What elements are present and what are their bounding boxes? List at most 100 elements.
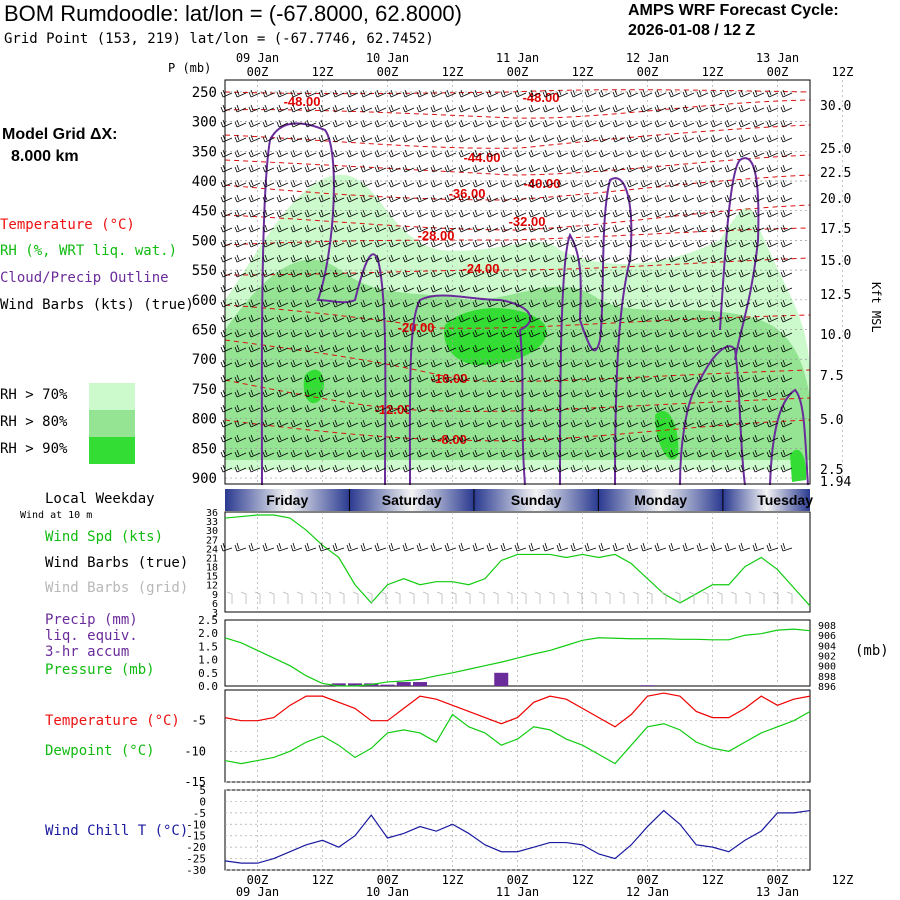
wind-barb <box>248 404 261 413</box>
wind-barb <box>374 464 387 473</box>
wind-barb <box>612 344 625 353</box>
wind-barb <box>668 389 681 398</box>
wind-barb <box>752 374 765 383</box>
wind-barb <box>710 224 723 233</box>
wind-barb <box>234 389 247 398</box>
wind-barb <box>234 374 247 383</box>
pressure-tick: 904 <box>818 641 836 652</box>
wind-barb <box>458 134 471 143</box>
temperature-contour-label: -48.00 <box>284 94 321 109</box>
wind-barb <box>374 134 387 143</box>
wind-barb <box>304 419 317 428</box>
wind-barb <box>346 149 359 158</box>
wind-barb <box>388 329 401 338</box>
wind-barb <box>570 419 583 428</box>
kft-tick-label: 17.5 <box>820 222 851 237</box>
wind-barb <box>654 119 667 128</box>
wind-barb <box>738 134 751 143</box>
wind-barb <box>738 449 751 458</box>
wind-barb <box>710 239 723 248</box>
wind-barb <box>710 314 723 323</box>
wind-barb <box>724 464 737 473</box>
wind-barb <box>780 269 793 278</box>
wind-barb <box>766 299 779 308</box>
wind-barb <box>556 149 569 158</box>
wind-barb <box>612 89 625 98</box>
wind-barb <box>458 464 471 473</box>
wind-barb <box>486 194 499 203</box>
wind-barb <box>402 464 415 473</box>
wind-barb <box>654 134 667 143</box>
wind-barb <box>360 209 373 218</box>
bottom-date-label: 09 Jan <box>236 885 279 899</box>
wind-barb <box>430 374 443 383</box>
wind-barb <box>276 404 289 413</box>
wind-barb <box>430 179 443 188</box>
wind-barb <box>710 419 723 428</box>
wind-barb <box>724 179 737 188</box>
kft-tick-label: 30.0 <box>820 99 851 114</box>
pressure-tick-label: 350 <box>192 144 217 160</box>
pressure-tick-label: 600 <box>192 293 217 309</box>
pressure-tick-label: 900 <box>192 471 217 487</box>
wind-barb <box>542 314 555 323</box>
wind-barb <box>388 449 401 458</box>
pressure-tick-label: 300 <box>192 115 217 131</box>
wind-barb <box>696 179 709 188</box>
wind-barb <box>696 404 709 413</box>
wind-barb <box>374 314 387 323</box>
wind-barb <box>444 404 457 413</box>
wind-barb <box>276 179 289 188</box>
wind-barb <box>332 299 345 308</box>
wind-barb <box>262 374 275 383</box>
wind-barb <box>682 344 695 353</box>
wind-barb <box>696 254 709 263</box>
wind-barb-true <box>416 542 429 552</box>
wind-barb <box>528 254 541 263</box>
wind-barb <box>500 284 513 293</box>
temperature-contour-10 <box>224 379 811 412</box>
wind-barb <box>514 254 527 263</box>
wind-barb <box>626 104 639 113</box>
wind-barb <box>724 209 737 218</box>
wind-barb <box>556 404 569 413</box>
wind-barb <box>668 404 681 413</box>
wind-barb <box>584 374 597 383</box>
wind-barb <box>444 269 457 278</box>
wind-barb <box>724 299 737 308</box>
wind-barb <box>584 299 597 308</box>
wind-barb <box>500 299 513 308</box>
wind-barb <box>374 209 387 218</box>
wind-barb <box>570 224 583 233</box>
wind-barb <box>290 134 303 143</box>
wind-barb-true <box>780 542 793 552</box>
wind-speed-tick: 6 <box>212 599 218 610</box>
wind-barb <box>724 164 737 173</box>
wind-barb <box>416 329 429 338</box>
wind-barb <box>626 254 639 263</box>
wind-barb <box>416 239 429 248</box>
rh80-label: RH > 80% <box>0 414 68 430</box>
wind-barb <box>388 359 401 368</box>
wind-barb <box>556 299 569 308</box>
wind-barb <box>766 464 779 473</box>
wind-barb <box>360 149 373 158</box>
wind-barb <box>486 344 499 353</box>
rh-swatch-90 <box>89 437 135 464</box>
wind-barb <box>332 134 345 143</box>
wind-barb <box>528 149 541 158</box>
wind-barb-grid <box>506 591 513 604</box>
wind-barb <box>416 224 429 233</box>
wind-barb <box>262 149 275 158</box>
wind-barb <box>290 359 303 368</box>
wind-barb <box>472 449 485 458</box>
wind-barb <box>598 89 611 98</box>
wind-barb <box>738 464 751 473</box>
wind-barb <box>458 164 471 173</box>
wind-barb <box>276 389 289 398</box>
wind-barb <box>458 149 471 158</box>
wind-barb <box>542 119 555 128</box>
wind-barb <box>500 119 513 128</box>
wind-barb <box>290 254 303 263</box>
wind-barb <box>738 209 751 218</box>
